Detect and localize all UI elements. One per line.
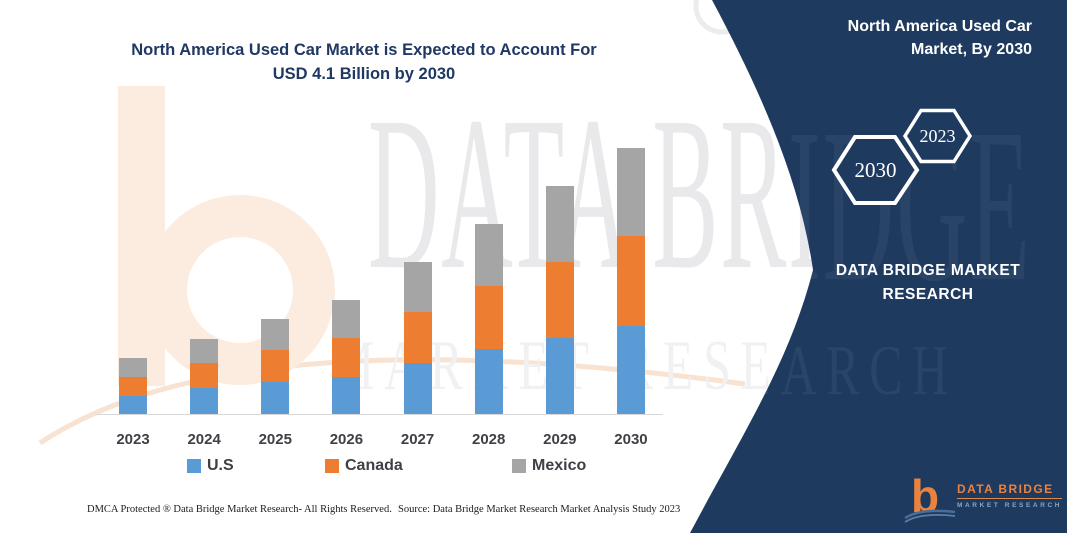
- bar-2028-canada: [474, 286, 503, 349]
- bar-2025-canada: [261, 350, 290, 382]
- bar-2029-canada: [545, 262, 574, 338]
- bar-2028-mexico: [474, 224, 503, 286]
- bar-2026: [332, 300, 361, 414]
- legend-label: Mexico: [532, 457, 587, 474]
- footer-dmca: DMCA Protected ® Data Bridge Market Rese…: [87, 504, 392, 515]
- legend-swatch-us: [187, 459, 201, 473]
- bar-2030: [616, 148, 645, 414]
- bar-2023-mexico: [119, 358, 147, 377]
- bar-2029-mexico: [545, 186, 574, 262]
- bar-2028-us: [474, 349, 503, 414]
- bar-2029-us: [545, 338, 574, 414]
- legend-label: Canada: [345, 457, 403, 474]
- bar-2029: [545, 186, 574, 414]
- bar-2027-mexico: [403, 262, 432, 312]
- logo-b-icon: b: [903, 473, 956, 526]
- hexagon-2023: [902, 108, 973, 164]
- hexagon-2023-label: 2023: [920, 126, 956, 146]
- bar-2026-mexico: [332, 300, 361, 338]
- bar-2025-mexico: [261, 319, 290, 350]
- legend-item-canada: Canada: [325, 457, 403, 475]
- dbmr-logo: b DATA BRIDGE MARKET RESEARCH: [903, 473, 1063, 526]
- bar-2027-us: [403, 363, 432, 414]
- year-label-2025: 2025: [258, 431, 292, 448]
- hexagon-2030: [831, 135, 920, 205]
- bar-2027-canada: [403, 312, 432, 363]
- bar-2024-mexico: [190, 339, 219, 363]
- legend-swatch-canada: [325, 459, 339, 473]
- bar-2023-canada: [119, 377, 147, 396]
- legend-label: U.S: [207, 457, 234, 474]
- year-label-2030: 2030: [614, 431, 648, 448]
- bar-2024: [190, 339, 219, 414]
- logo-swoosh-icon: [904, 509, 956, 523]
- logo-tagline: MARKET RESEARCH: [957, 502, 1063, 509]
- page-title-line1: North America Used Car Market is Expecte…: [131, 41, 597, 59]
- hexagon-2030-label: 2030: [855, 158, 897, 182]
- year-label-2029: 2029: [543, 431, 577, 448]
- logo-name: DATA BRIDGE: [957, 482, 1063, 499]
- legend-swatch-mexico: [512, 459, 526, 473]
- side-panel-background: [690, 0, 1067, 533]
- logo-text: DATA BRIDGE MARKET RESEARCH: [957, 474, 1063, 509]
- bar-2024-us: [190, 388, 219, 414]
- panel-watermark-line2: MARKET RESEARCH: [330, 331, 958, 410]
- page-title-line2: USD 4.1 Billion by 2030: [272, 65, 456, 83]
- legend-item-mexico: Mexico: [512, 457, 586, 475]
- panel-title: North America Used Car Market, By 2030: [847, 18, 1032, 58]
- bar-2025-us: [261, 382, 290, 414]
- bar-2023-us: [119, 396, 147, 414]
- bar-2026-us: [332, 377, 361, 414]
- page-title: North America Used Car Market is Expecte…: [104, 38, 624, 86]
- bar-2024-canada: [190, 363, 219, 388]
- year-label-2024: 2024: [187, 431, 221, 448]
- bar-2030-us: [616, 326, 645, 414]
- brand-wordmark: DATA BRIDGE MARKET RESEARCH: [835, 262, 1021, 303]
- bar-2030-canada: [616, 236, 645, 326]
- year-label-2028: 2028: [472, 431, 506, 448]
- x-axis-line: [95, 414, 663, 415]
- footer-source: Source: Data Bridge Market Research Mark…: [398, 504, 681, 515]
- bar-2025: [261, 319, 290, 414]
- bar-2026-canada: [332, 338, 361, 377]
- bar-2023: [119, 358, 147, 414]
- year-label-2026: 2026: [329, 431, 364, 448]
- legend-item-us: U.S: [187, 457, 234, 475]
- year-label-2027: 2027: [400, 431, 435, 448]
- bar-2030-mexico: [616, 148, 645, 236]
- bar-2027: [403, 262, 432, 414]
- year-label-2023: 2023: [116, 431, 150, 448]
- bar-2028: [474, 224, 503, 414]
